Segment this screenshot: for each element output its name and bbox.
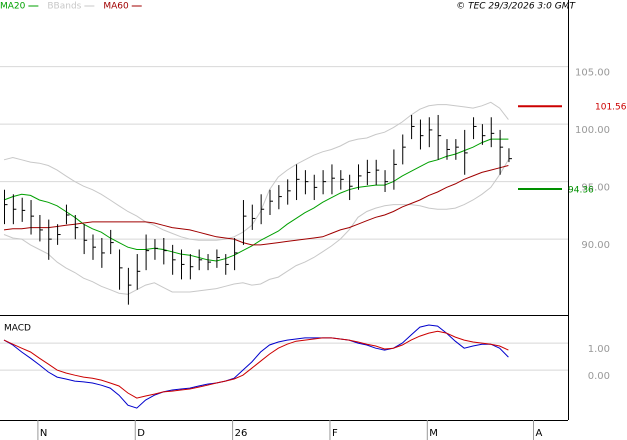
x-tick-label: F: [332, 428, 338, 439]
band-upper: [3, 101, 509, 241]
x-tick-label: D: [137, 428, 145, 439]
series-line: [3, 324, 509, 409]
level-label: 94.36: [568, 186, 594, 196]
legend-label: MA60: [103, 2, 129, 12]
panel-title: MACD: [4, 324, 31, 334]
legend-label: BBands: [47, 2, 81, 12]
level-label: 101.56: [595, 103, 627, 113]
band-lower: [3, 159, 509, 295]
legend-label: MA20: [0, 2, 26, 12]
x-tick-label: M: [429, 428, 438, 439]
y-tick-label: 95.00: [581, 183, 610, 194]
stamp: © TEC 29/3/2026 3:0 GMT: [456, 2, 576, 12]
series-line: [3, 165, 509, 246]
y-tick-label: 0.00: [588, 371, 610, 382]
y-tick-label: 100.00: [575, 125, 610, 136]
y-tick-label: 1.00: [588, 344, 610, 355]
x-tick-label: N: [40, 428, 47, 439]
y-tick-label: 90.00: [581, 240, 610, 251]
x-tick-label: A: [536, 428, 543, 439]
series-line: [3, 138, 509, 262]
series-line: [3, 330, 509, 399]
x-tick-label: 26: [235, 428, 248, 439]
y-tick-label: 105.00: [575, 68, 610, 79]
